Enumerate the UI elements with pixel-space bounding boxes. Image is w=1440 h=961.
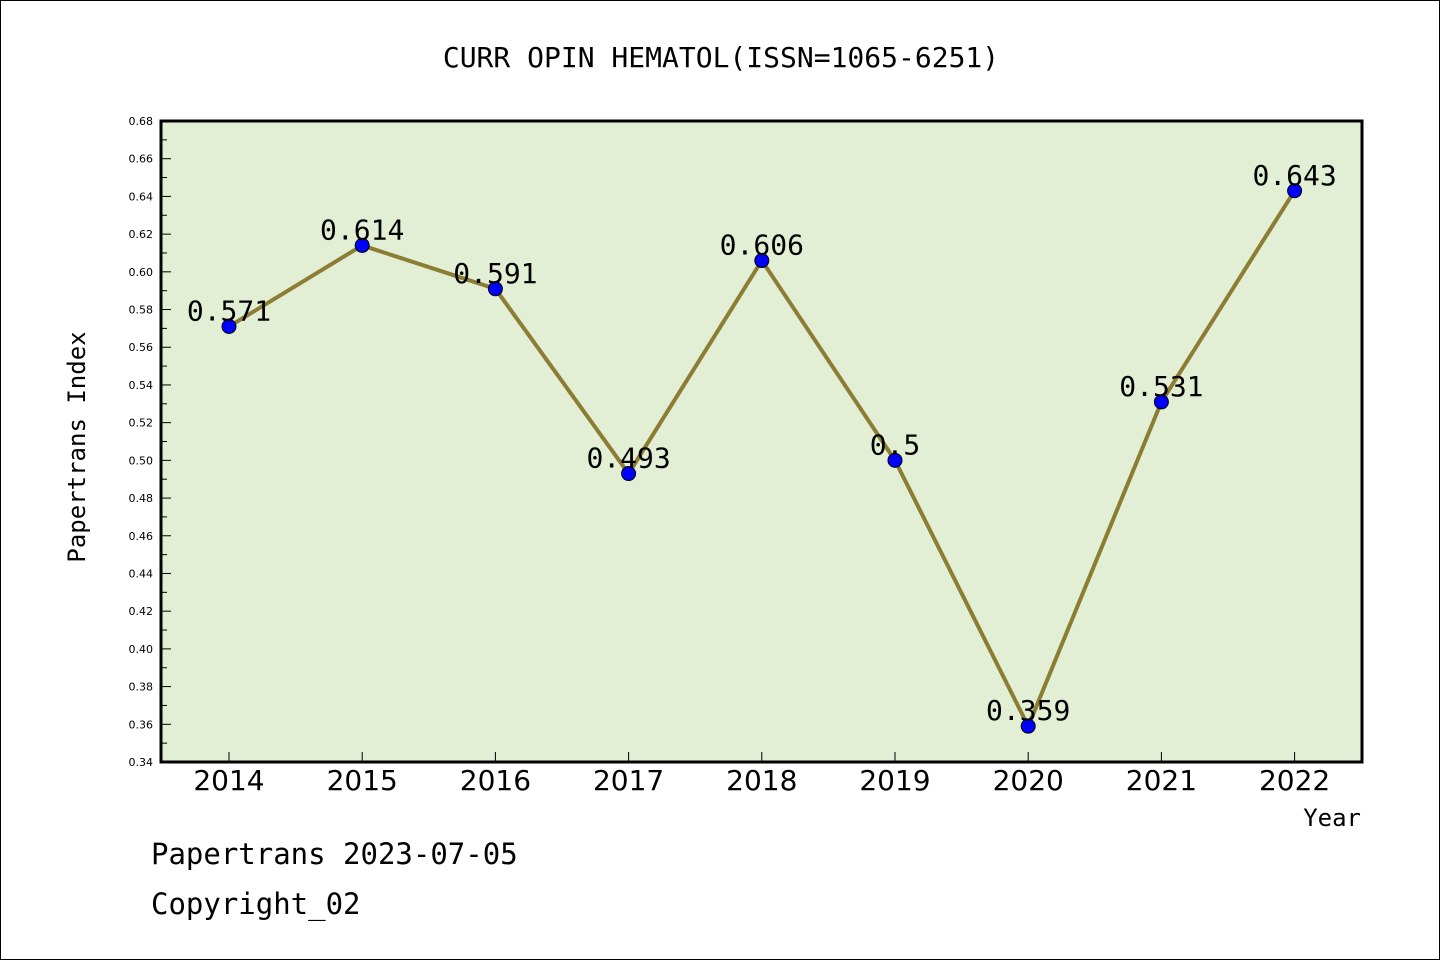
data-point [354, 237, 370, 253]
data-label: 0.591 [453, 257, 537, 290]
x-tick-label: 2017 [593, 764, 664, 797]
data-label: 0.493 [586, 442, 670, 475]
data-label: 0.643 [1252, 159, 1336, 192]
x-tick-label: 2020 [993, 764, 1064, 797]
data-point [1287, 183, 1303, 199]
y-tick-label: 0.40 [129, 643, 154, 656]
data-label: 0.5 [870, 428, 921, 461]
y-tick-label: 0.50 [129, 454, 154, 467]
data-point [621, 466, 637, 482]
y-tick-label: 0.68 [129, 115, 154, 128]
data-point [754, 253, 770, 269]
y-tick-label: 0.48 [129, 492, 154, 505]
data-label: 0.531 [1119, 370, 1203, 403]
x-tick-label: 2018 [726, 764, 797, 797]
data-label: 0.606 [720, 229, 804, 262]
footer-copyright: Copyright_02 [151, 887, 361, 921]
data-point [221, 318, 237, 334]
y-tick-label: 0.42 [129, 605, 154, 618]
y-tick-label: 0.36 [129, 718, 154, 731]
x-tick-label: 2021 [1126, 764, 1197, 797]
x-axis-label: Year [1303, 804, 1361, 832]
data-label: 0.614 [320, 213, 404, 246]
data-point [887, 452, 903, 468]
series-line-segment [759, 258, 897, 463]
y-tick-label: 0.52 [129, 417, 154, 430]
series-line-segment [1159, 188, 1297, 404]
data-label: 0.571 [187, 294, 271, 327]
series-line-segment [360, 243, 498, 291]
y-tick-label: 0.58 [129, 304, 154, 317]
series-line-segment [227, 243, 365, 329]
y-tick-label: 0.60 [129, 266, 154, 279]
x-tick-label: 2019 [859, 764, 930, 797]
y-tick-label: 0.46 [129, 530, 154, 543]
chart-title: CURR OPIN HEMATOL(ISSN=1065-6251) [443, 41, 999, 74]
x-tick-label: 2022 [1259, 764, 1330, 797]
y-tick-label: 0.34 [129, 756, 154, 769]
x-tick-label: 2015 [327, 764, 398, 797]
data-point [1020, 718, 1036, 734]
x-tick-label: 2014 [193, 764, 264, 797]
y-tick-label: 0.66 [129, 153, 154, 166]
y-tick-label: 0.54 [129, 379, 154, 392]
data-point [1153, 394, 1169, 410]
y-tick-label: 0.56 [129, 341, 154, 354]
series-line-segment [626, 258, 764, 476]
y-tick-label: 0.64 [129, 190, 154, 203]
series-line-segment [493, 286, 631, 476]
plot-border [159, 119, 1364, 764]
series-line-segment [893, 458, 1031, 729]
footer-date: Papertrans 2023-07-05 [151, 837, 518, 871]
y-tick-label: 0.44 [129, 567, 154, 580]
series-line-segment [1026, 399, 1164, 729]
plot-area [161, 121, 1362, 762]
data-point [487, 281, 503, 297]
y-tick-label: 0.62 [129, 228, 154, 241]
x-tick-label: 2016 [460, 764, 531, 797]
data-label: 0.359 [986, 694, 1070, 727]
y-axis-label: Papertrans Index [63, 331, 91, 562]
y-tick-label: 0.38 [129, 681, 154, 694]
